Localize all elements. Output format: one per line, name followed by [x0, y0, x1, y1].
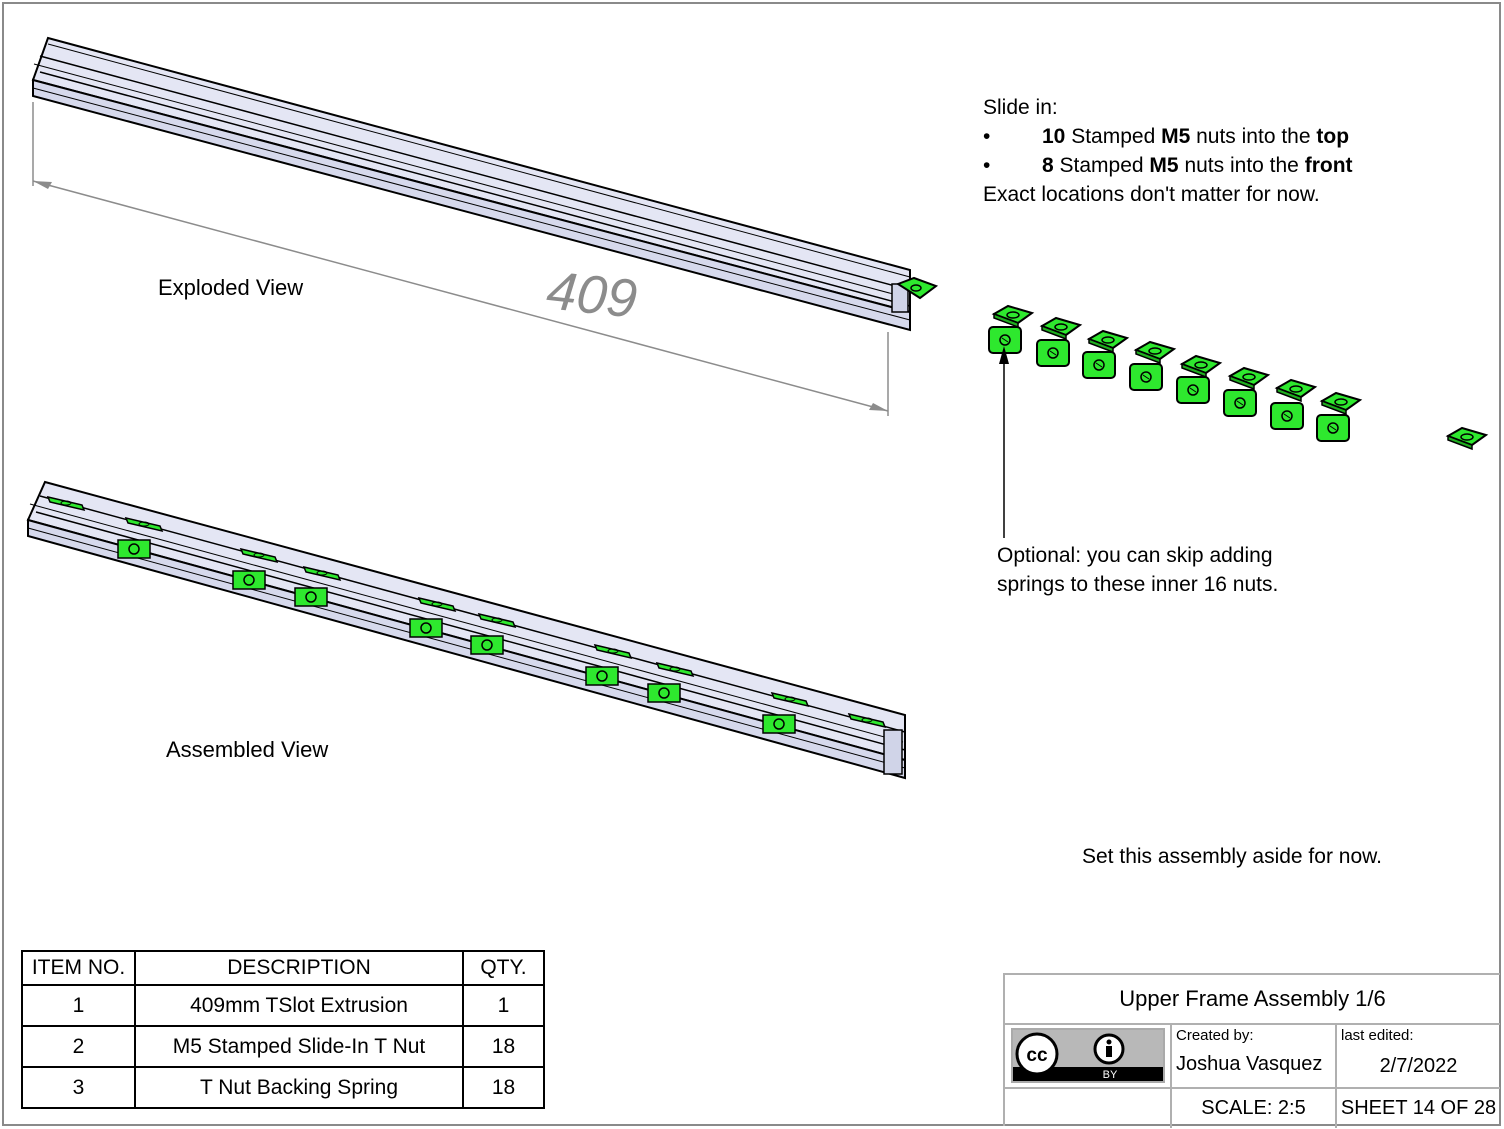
bom-header-description: DESCRIPTION	[134, 950, 464, 986]
front-nut	[1176, 376, 1210, 404]
flat-nut	[1133, 340, 1177, 365]
bom-header-row: ITEM NO. DESCRIPTION QTY.	[21, 950, 545, 986]
svg-text:cc: cc	[1026, 1045, 1048, 1066]
flat-nut	[1319, 391, 1363, 416]
assembled-top-nut	[655, 661, 695, 678]
front-nut	[1270, 402, 1304, 430]
assembled-top-nut	[239, 547, 279, 564]
license-cell: cc BY	[1005, 1025, 1172, 1089]
bill-of-materials: ITEM NO. DESCRIPTION QTY. 1 409mm TSlot …	[21, 950, 545, 1109]
bom-header-item: ITEM NO.	[21, 950, 136, 986]
last-edited-value: 2/7/2022	[1379, 1055, 1458, 1077]
bom-cell: T Nut Backing Spring	[134, 1066, 464, 1109]
flat-nut	[1445, 426, 1489, 451]
assembled-front-nut	[585, 666, 619, 686]
flat-nut	[991, 304, 1035, 329]
instruction-notes: Slide in: • 10 Stamped M5 nuts into the …	[983, 93, 1353, 209]
bullet-text: 10 Stamped M5 nuts into the top	[1042, 125, 1350, 148]
bom-cell: 1	[21, 984, 136, 1027]
drawing-title: Upper Frame Assembly 1/6	[1005, 975, 1500, 1025]
flat-nut	[1039, 316, 1083, 341]
bom-header-qty: QTY.	[462, 950, 545, 986]
assembled-top-nut	[847, 712, 887, 729]
nut-hole-icon	[910, 284, 922, 292]
assembled-front-nut	[647, 683, 681, 703]
exploded-extrusion	[31, 36, 911, 332]
front-nut	[1223, 389, 1257, 417]
bom-cell: 18	[462, 1066, 545, 1109]
table-row: 2 M5 Stamped Slide-In T Nut 18	[21, 1025, 545, 1068]
dimension-409	[32, 102, 889, 416]
notes-bullet-top: • 10 Stamped M5 nuts into the top	[983, 122, 1353, 151]
table-row: 1 409mm TSlot Extrusion 1	[21, 984, 545, 1027]
flat-nut	[1274, 378, 1318, 403]
flat-nut	[1227, 366, 1271, 391]
created-by-value: Joshua Vasquez	[1176, 1053, 1323, 1075]
bom-cell: 18	[462, 1025, 545, 1068]
notes-bullet-front: • 8 Stamped M5 nuts into the front	[983, 151, 1353, 180]
exploded-nut-end	[895, 276, 939, 300]
assembled-nuts-group	[46, 495, 887, 734]
bom-cell: 1	[462, 984, 545, 1027]
optional-note-line2: springs to these inner 16 nuts.	[997, 573, 1279, 596]
table-row: 3 T Nut Backing Spring 18	[21, 1066, 545, 1109]
exploded-view-label: Exploded View	[158, 275, 304, 300]
assembled-top-nut	[477, 612, 517, 629]
assembled-view-label: Assembled View	[166, 737, 329, 762]
optional-note-line1: Optional: you can skip adding	[997, 544, 1273, 567]
assembled-top-nut	[770, 691, 810, 708]
created-by-label: Created by:	[1176, 1027, 1254, 1044]
bom-cell: 409mm TSlot Extrusion	[134, 984, 464, 1027]
assembled-top-nut	[417, 596, 457, 613]
bullet-dot: •	[983, 125, 991, 148]
title-block: Upper Frame Assembly 1/6 cc BY Created b…	[1003, 973, 1500, 1128]
bullet-text: 8 Stamped M5 nuts into the front	[1042, 154, 1353, 177]
assembled-top-nut	[302, 565, 342, 582]
assembled-front-nut	[409, 618, 443, 638]
notes-intro: Slide in:	[983, 96, 1058, 119]
flat-nut	[1179, 354, 1223, 379]
last-edited-label: last edited:	[1341, 1027, 1414, 1044]
dimension-value: 409	[544, 260, 640, 329]
optional-note: Optional: you can skip adding springs to…	[997, 541, 1278, 599]
assembled-top-nut	[46, 495, 86, 512]
sheet-number-cell: SHEET 14 OF 28	[1340, 1097, 1497, 1119]
front-nut	[1036, 339, 1070, 367]
front-nut	[1316, 414, 1350, 442]
blank-cell	[1005, 1089, 1172, 1128]
notes-outro: Exact locations don't matter for now.	[983, 183, 1320, 206]
bullet-dot: •	[983, 154, 991, 177]
bom-cell: 3	[21, 1066, 136, 1109]
scale-cell: SCALE: 2:5	[1172, 1089, 1337, 1128]
front-nut	[1129, 363, 1163, 391]
created-by-cell: Created by: Joshua Vasquez	[1172, 1025, 1337, 1089]
assembled-top-nut	[593, 643, 633, 660]
front-nut	[988, 326, 1022, 354]
last-edited-cell: last edited: 2/7/2022	[1337, 1025, 1500, 1089]
assembled-front-nut	[470, 635, 504, 655]
svg-text:BY: BY	[1103, 1069, 1118, 1081]
aside-note: Set this assembly aside for now.	[1082, 845, 1382, 868]
assembled-front-nut	[117, 539, 151, 559]
assembled-front-nut	[232, 570, 266, 590]
front-nut	[1082, 351, 1116, 379]
optional-leader-arrow	[999, 346, 1009, 538]
assembled-top-nut	[124, 516, 164, 533]
exploded-nuts-group	[988, 304, 1489, 451]
assembled-front-nut	[294, 587, 328, 607]
bom-cell: M5 Stamped Slide-In T Nut	[134, 1025, 464, 1068]
flat-nut	[1086, 329, 1130, 354]
cc-by-license-icon: cc BY	[1011, 1028, 1165, 1083]
assembled-front-nut	[762, 714, 796, 734]
bom-cell: 2	[21, 1025, 136, 1068]
